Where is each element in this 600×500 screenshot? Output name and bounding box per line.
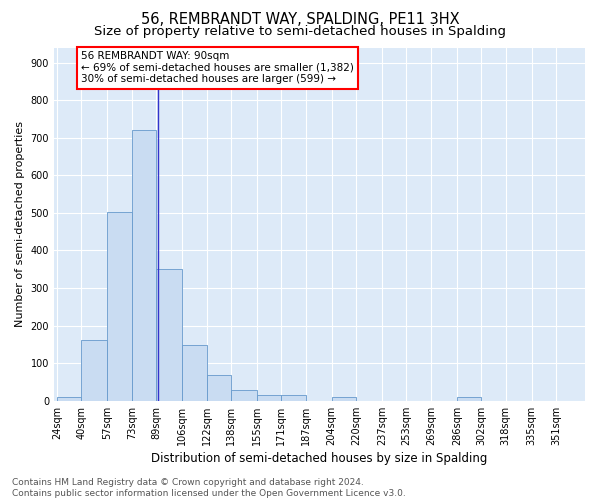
Bar xyxy=(156,270,182,401)
Bar xyxy=(206,374,231,401)
Text: Contains HM Land Registry data © Crown copyright and database right 2024.
Contai: Contains HM Land Registry data © Crown c… xyxy=(12,478,406,498)
Bar xyxy=(182,345,206,401)
Bar xyxy=(231,390,257,401)
Bar xyxy=(457,397,481,401)
Bar xyxy=(281,395,306,401)
Y-axis label: Number of semi-detached properties: Number of semi-detached properties xyxy=(15,121,25,327)
Text: 56 REMBRANDT WAY: 90sqm
← 69% of semi-detached houses are smaller (1,382)
30% of: 56 REMBRANDT WAY: 90sqm ← 69% of semi-de… xyxy=(82,52,354,84)
Bar xyxy=(82,340,107,401)
Bar xyxy=(57,397,82,401)
Bar xyxy=(332,397,356,401)
X-axis label: Distribution of semi-detached houses by size in Spalding: Distribution of semi-detached houses by … xyxy=(151,452,488,465)
Bar xyxy=(257,395,281,401)
Text: 56, REMBRANDT WAY, SPALDING, PE11 3HX: 56, REMBRANDT WAY, SPALDING, PE11 3HX xyxy=(140,12,460,28)
Bar xyxy=(132,130,156,401)
Bar xyxy=(107,212,132,401)
Text: Size of property relative to semi-detached houses in Spalding: Size of property relative to semi-detach… xyxy=(94,25,506,38)
